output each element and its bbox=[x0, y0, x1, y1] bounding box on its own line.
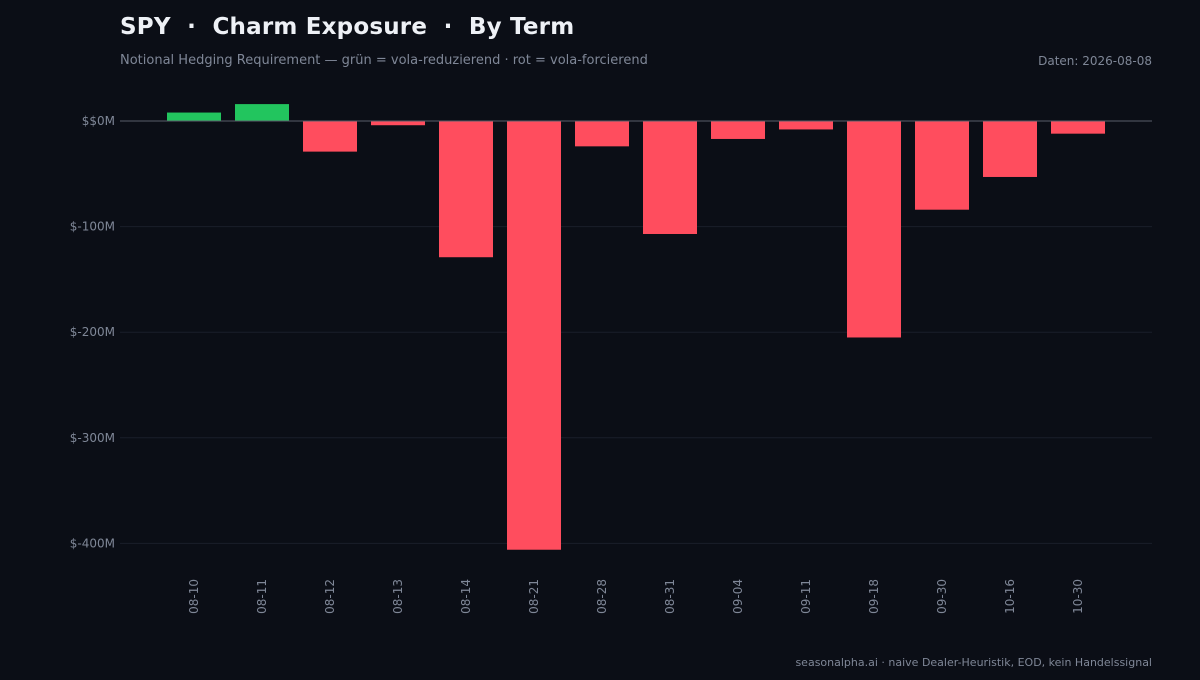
bar-08-10 bbox=[167, 112, 221, 121]
x-tick-label: 08-31 bbox=[663, 579, 677, 614]
x-tick-label: 10-16 bbox=[1003, 579, 1017, 614]
footer-disclaimer: seasonalpha.ai · naive Dealer-Heuristik,… bbox=[795, 656, 1152, 669]
y-tick-label: $-200M bbox=[70, 325, 115, 339]
bar-08-13 bbox=[371, 121, 425, 126]
x-tick-label: 08-14 bbox=[459, 579, 473, 614]
x-tick-label: 09-11 bbox=[799, 579, 813, 614]
y-tick-label: $$0M bbox=[82, 114, 115, 128]
y-axis-ticks: $$0M $-100M $-200M $-300M $-400M bbox=[70, 114, 115, 550]
bar-09-11 bbox=[779, 121, 833, 130]
bar-09-18 bbox=[847, 121, 901, 338]
x-tick-label: 09-04 bbox=[731, 579, 745, 614]
x-tick-label: 08-13 bbox=[391, 579, 405, 614]
bar-08-12 bbox=[303, 121, 357, 152]
bar-08-21 bbox=[507, 121, 561, 550]
x-tick-label: 08-12 bbox=[323, 579, 337, 614]
bar-09-04 bbox=[711, 121, 765, 139]
y-tick-label: $-100M bbox=[70, 220, 115, 234]
bar-08-31 bbox=[643, 121, 697, 234]
bar-10-30 bbox=[1051, 121, 1105, 134]
x-tick-label: 09-18 bbox=[867, 579, 881, 614]
chart-title: SPY · Charm Exposure · By Term bbox=[120, 14, 575, 40]
data-date-label: Daten: 2026-08-08 bbox=[1038, 54, 1152, 68]
x-tick-label: 09-30 bbox=[935, 579, 949, 614]
bar-09-30 bbox=[915, 121, 969, 210]
y-tick-label: $-400M bbox=[70, 536, 115, 550]
x-tick-label: 08-21 bbox=[527, 579, 541, 614]
bar-08-14 bbox=[439, 121, 493, 258]
x-tick-label: 08-28 bbox=[595, 579, 609, 614]
chart-subtitle: Notional Hedging Requirement — grün = vo… bbox=[120, 53, 648, 68]
x-tick-label: 08-11 bbox=[255, 579, 269, 614]
bar-08-11 bbox=[235, 104, 289, 121]
x-tick-label: 08-10 bbox=[187, 579, 201, 614]
bar-10-16 bbox=[983, 121, 1037, 177]
grid-lines bbox=[120, 226, 1152, 544]
bars bbox=[167, 104, 1105, 550]
x-tick-label: 10-30 bbox=[1071, 579, 1085, 614]
y-tick-label: $-300M bbox=[70, 431, 115, 445]
x-axis-ticks: 08-10 08-11 08-12 08-13 08-14 08-21 08-28 08-31… bbox=[187, 579, 1085, 614]
bar-08-28 bbox=[575, 121, 629, 147]
